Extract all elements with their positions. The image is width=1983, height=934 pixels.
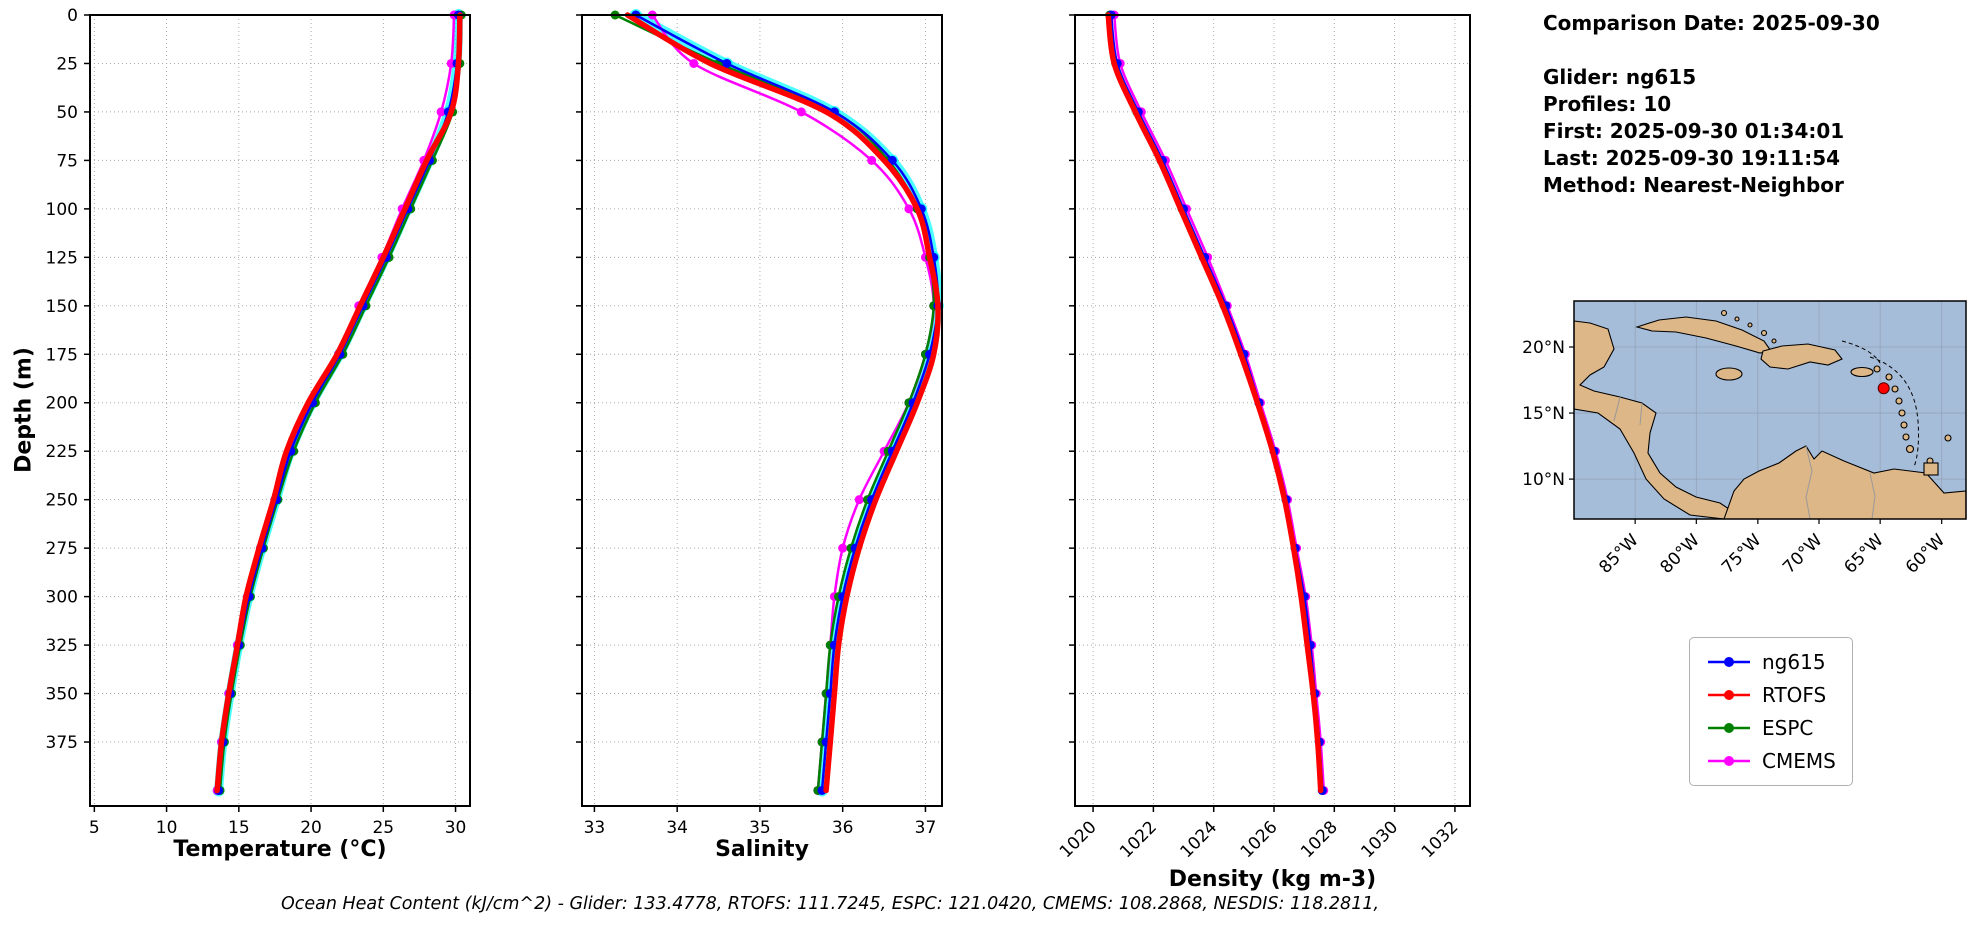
antilles-island: [1891, 385, 1899, 393]
svg-text:1020: 1020: [1056, 817, 1101, 862]
antilles-island: [1900, 421, 1908, 429]
info-last: Last: 2025-09-30 19:11:54: [1543, 146, 1841, 170]
svg-text:100: 100: [46, 200, 78, 220]
svg-text:1028: 1028: [1297, 817, 1342, 862]
svg-text:25: 25: [372, 818, 394, 838]
svg-text:25: 25: [56, 54, 78, 74]
antilles-island: [1905, 444, 1915, 454]
svg-text:350: 350: [46, 685, 78, 705]
glider-position-marker: [1877, 382, 1890, 395]
legend-label: RTOFS: [1762, 683, 1827, 707]
svg-text:150: 150: [46, 297, 78, 317]
legend-item-cmems: CMEMS: [1706, 749, 1836, 773]
legend-line-marker: [1708, 756, 1750, 766]
density-profile-chart: 1020 1022 1024 1026 1028 1030 1032 Density (kg …: [1056, 10, 1471, 892]
svg-text:325: 325: [46, 636, 78, 656]
svg-text:Density (kg m-3): Density (kg m-3): [1169, 867, 1377, 892]
svg-text:225: 225: [46, 442, 78, 462]
bahamas-island: [1720, 309, 1728, 317]
svg-text:50: 50: [56, 103, 78, 123]
ocean-heat-content-caption: Ocean Heat Content (kJ/cm^2) - Glider: 1…: [280, 894, 1380, 914]
svg-text:300: 300: [46, 588, 78, 608]
svg-text:30: 30: [445, 818, 467, 838]
map-borders: [1613, 396, 1876, 520]
antilles-island: [1902, 433, 1910, 441]
info-panel: Comparison Date: 2025-09-30 Glider: ng61…: [1543, 10, 1880, 199]
svg-text:200: 200: [46, 394, 78, 414]
antilles-island: [1898, 409, 1906, 417]
svg-text:36: 36: [832, 818, 854, 838]
legend-item-ng615: ng615: [1706, 650, 1836, 674]
svg-text:35: 35: [749, 818, 771, 838]
legend-line-marker: [1708, 657, 1750, 667]
svg-text:Temperature (°C): Temperature (°C): [173, 837, 386, 862]
legend-item-espc: ESPC: [1706, 716, 1836, 740]
legend-line-marker: [1708, 690, 1750, 700]
svg-text:375: 375: [46, 733, 78, 753]
svg-text:10°N: 10°N: [1522, 470, 1565, 490]
svg-text:70°W: 70°W: [1779, 530, 1826, 577]
legend-label: ng615: [1762, 650, 1826, 674]
barbados: [1944, 434, 1952, 442]
legend-item-rtofs: RTOFS: [1706, 683, 1836, 707]
svg-text:275: 275: [46, 539, 78, 559]
map-landmasses: [1573, 309, 1967, 520]
bahamas-island: [1747, 322, 1753, 328]
svg-text:15°N: 15°N: [1522, 404, 1565, 424]
svg-text:34: 34: [666, 818, 688, 838]
svg-text:15: 15: [228, 818, 250, 838]
bahamas-island: [1734, 316, 1740, 322]
info-profiles: Profiles: 10: [1543, 92, 1672, 116]
svg-text:250: 250: [46, 491, 78, 511]
svg-text:Salinity: Salinity: [715, 837, 809, 862]
svg-text:37: 37: [915, 818, 937, 838]
comparison-date-text: Comparison Date: 2025-09-30: [1543, 11, 1880, 35]
location-map: 85°W 80°W 75°W 70°W 65°W 60°W 20°N 15°N 10°N: [1504, 296, 1974, 596]
svg-text:1032: 1032: [1418, 817, 1463, 862]
legend-label: CMEMS: [1762, 749, 1836, 773]
south-america: [1723, 445, 1967, 520]
jamaica: [1715, 367, 1743, 381]
info-first: First: 2025-09-30 01:34:01: [1543, 119, 1845, 143]
svg-text:85°W: 85°W: [1595, 530, 1642, 577]
puerto-rico: [1850, 366, 1874, 378]
antilles-island: [1885, 373, 1893, 381]
antilles-island: [1873, 365, 1881, 373]
svg-text:80°W: 80°W: [1656, 530, 1703, 577]
central-america: [1573, 320, 1733, 520]
svg-text:1030: 1030: [1357, 817, 1402, 862]
svg-text:5: 5: [89, 818, 100, 838]
legend-line-marker: [1708, 723, 1750, 733]
antilles-island: [1895, 397, 1903, 405]
svg-text:75°W: 75°W: [1718, 530, 1765, 577]
info-spacer: [1543, 37, 1880, 64]
temperature-profile-chart: 5 10 15 20 25 30 0 25 50 75 100 125 150 175 200 225 250 2…: [46, 6, 471, 862]
map-frame: [1573, 300, 1967, 520]
svg-text:1026: 1026: [1237, 817, 1282, 862]
info-glider: Glider: ng615: [1543, 65, 1697, 89]
trinidad: [1923, 462, 1939, 476]
info-method: Method: Nearest-Neighbor: [1543, 173, 1844, 197]
maritime-boundaries: [1841, 340, 1919, 468]
bahamas-island: [1771, 338, 1777, 344]
y-axis-label-depth: Depth (m): [11, 347, 37, 473]
svg-text:10: 10: [156, 818, 178, 838]
salinity-profile-chart: 33 34 35 36 37 Salinity: [576, 9, 944, 862]
svg-text:175: 175: [46, 345, 78, 365]
svg-text:0: 0: [67, 6, 78, 26]
svg-text:33: 33: [584, 818, 606, 838]
legend: ng615 RTOFS ESPC CMEMS: [1689, 637, 1853, 786]
svg-text:65°W: 65°W: [1840, 530, 1887, 577]
legend-label: ESPC: [1762, 716, 1814, 740]
svg-text:1022: 1022: [1116, 817, 1161, 862]
svg-text:20: 20: [300, 818, 322, 838]
svg-text:60°W: 60°W: [1902, 530, 1949, 577]
svg-text:75: 75: [56, 151, 78, 171]
svg-text:125: 125: [46, 248, 78, 268]
hispaniola: [1760, 343, 1843, 370]
bahamas-island: [1760, 329, 1768, 337]
svg-text:20°N: 20°N: [1522, 338, 1565, 358]
svg-text:1024: 1024: [1177, 817, 1222, 862]
